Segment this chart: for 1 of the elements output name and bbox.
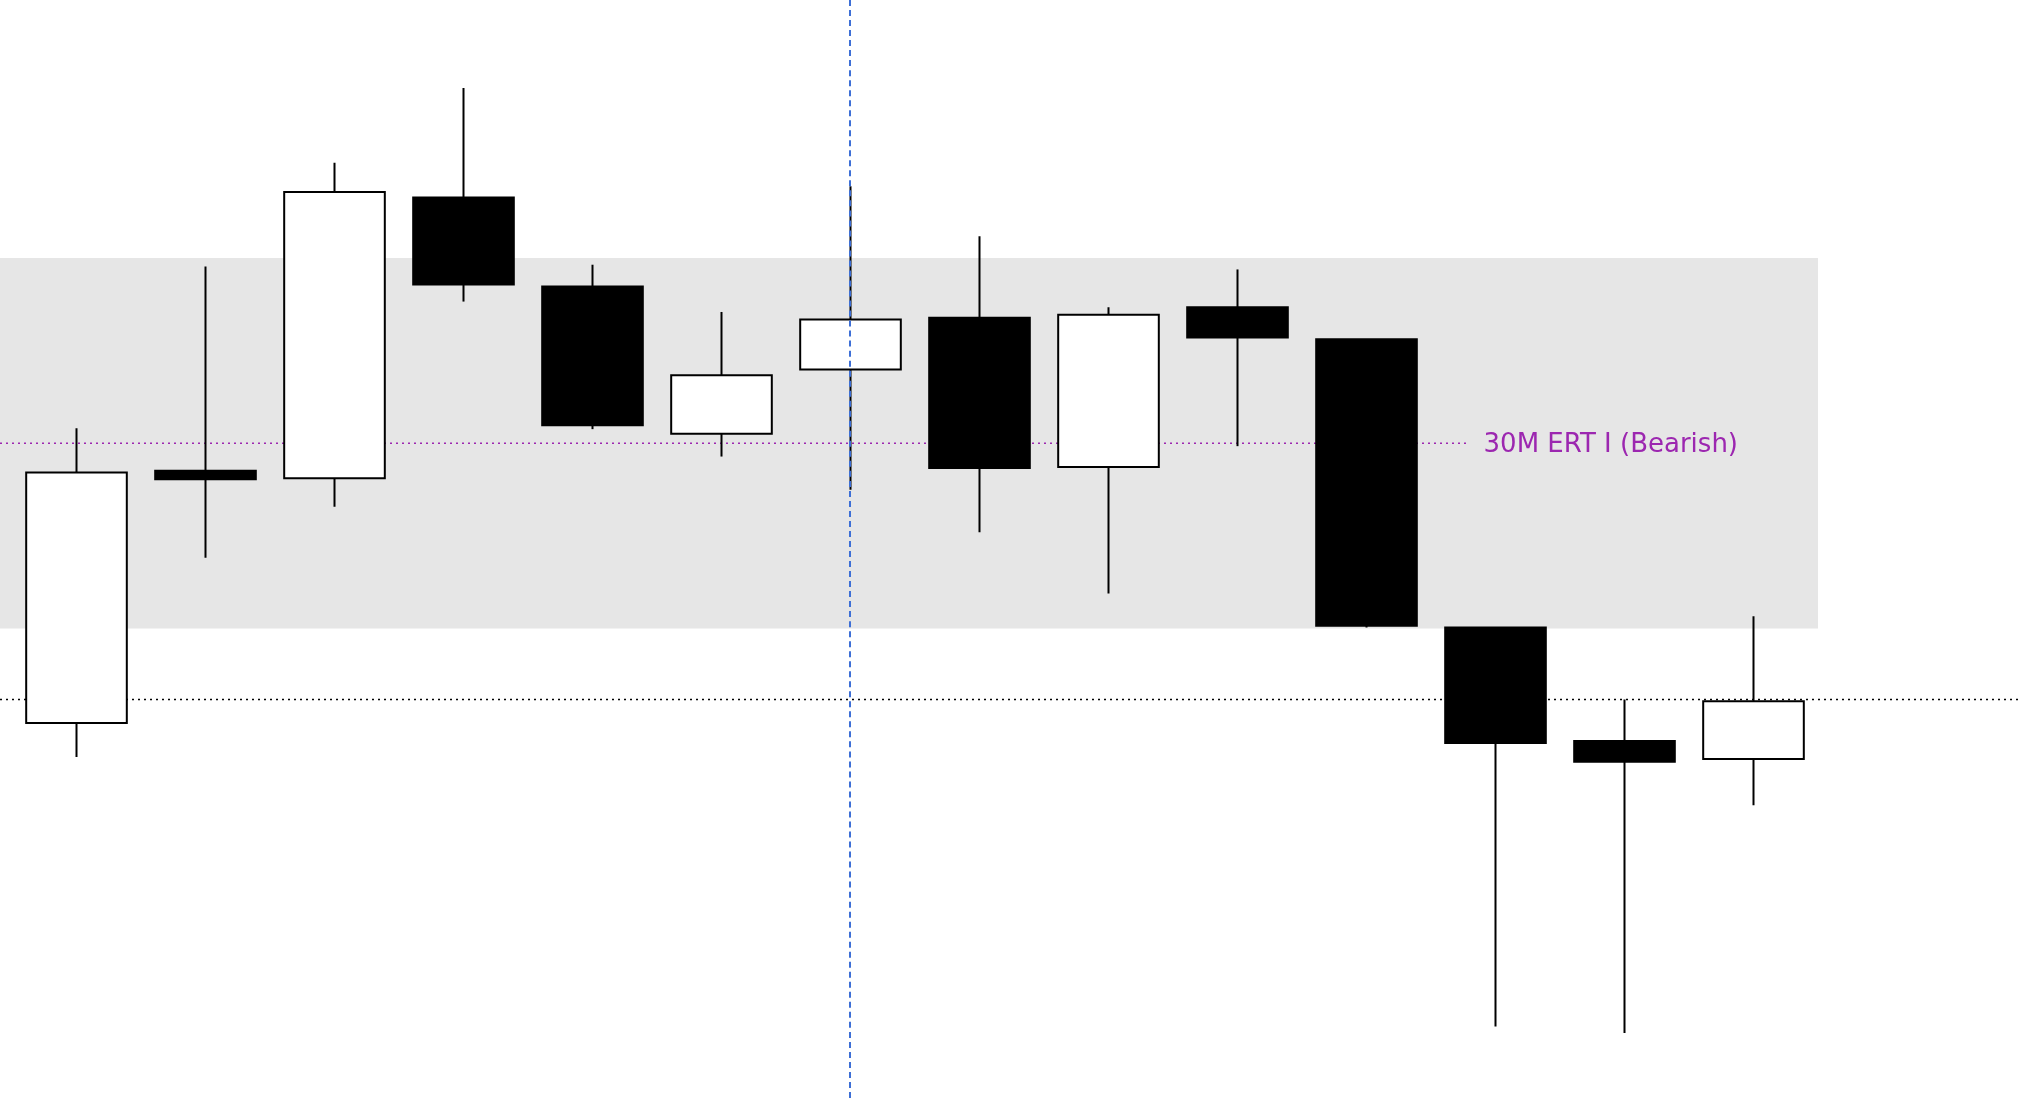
ref-line-label: 30M ERT I (Bearish) xyxy=(1483,428,1738,459)
